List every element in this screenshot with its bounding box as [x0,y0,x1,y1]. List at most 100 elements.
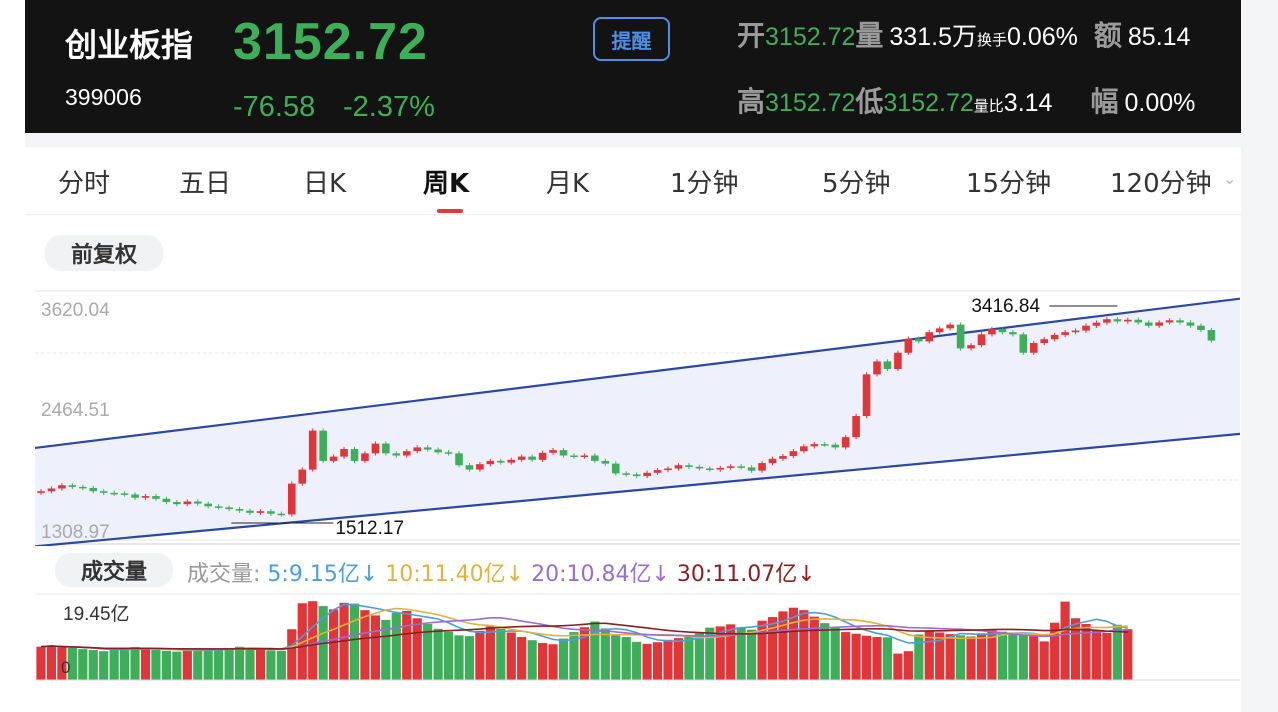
volume-bar [767,617,778,680]
volume-bar [611,634,621,680]
candle [967,345,975,349]
candle [1155,322,1163,326]
low-label: 低 [855,85,884,118]
volume-bar [684,636,694,680]
tab-120-minute[interactable]: 120分钟 [1110,169,1212,199]
volume-bar [193,649,203,680]
candle [246,510,254,513]
candle [611,463,620,474]
candle [915,338,923,342]
candle [162,498,171,503]
volume-bar [652,642,663,680]
volume-bar [736,627,746,680]
volume-bar [391,612,401,680]
y-label-top: 3620.04 [41,300,110,321]
ma30-value: 30:11.07亿↓ [676,562,816,587]
volume-bar [308,601,318,680]
volume-bar [329,609,339,680]
volume-bar [1018,635,1028,680]
candle [894,352,902,369]
candle [946,324,954,329]
volume-bar [506,632,516,680]
candle [1019,334,1028,353]
chevron-down-icon[interactable]: ⌄ [1223,171,1237,188]
candle [674,465,683,469]
candle [831,444,839,448]
volume-chart[interactable]: 19.45亿 0 [35,593,1240,688]
volume-indicator-button[interactable]: 成交量 [55,553,173,587]
volume-bar [1039,641,1049,680]
candle [1040,339,1048,344]
adjust-mode-button[interactable]: 前复权 [45,235,163,271]
candle [1092,322,1101,326]
candle [716,467,725,470]
amplitude-label: 幅 [1090,85,1119,118]
candlestick-chart[interactable]: 3620.04 2464.51 1308.97 3416.84 1512.17 [35,290,1240,546]
tab-monthly-k[interactable]: 月K [546,169,590,199]
volume-bar [245,648,255,680]
volume-bar [99,651,109,680]
volume-bar [412,618,422,680]
candle [570,455,578,458]
tab-15-minute[interactable]: 15分钟 [966,169,1052,199]
tab-weekly-k[interactable]: 周K [423,169,470,199]
volume-legend-title: 成交量: [187,562,261,587]
tab-intraday[interactable]: 分时 [58,169,111,199]
candle [883,361,892,369]
tab-1-minute[interactable]: 1分钟 [670,169,739,199]
candle [1134,319,1143,323]
price-channel-fill [35,298,1240,546]
volume-bar [1008,633,1018,680]
candle [497,460,505,463]
candle [789,451,798,457]
amount-label: 额 [1093,19,1122,52]
volume-bar [757,620,767,680]
volume-bar [370,615,380,680]
volume-bar [632,641,642,680]
volume-bar [454,635,464,680]
candle [173,502,181,505]
candle [695,466,704,469]
volume-bar [1091,630,1102,680]
candle [1071,330,1080,333]
candle [79,486,87,489]
tab-five-day[interactable]: 五日 [179,169,232,199]
volume-value: 331.5万 [889,23,977,51]
channel-upper-line [35,297,1240,450]
volume-bar [882,637,893,680]
volume-bar [46,645,57,680]
volume-bar [161,650,171,680]
tab-daily-k[interactable]: 日K [303,169,347,199]
volume-bar [120,648,130,680]
candle [319,430,327,461]
tab-5-minute[interactable]: 5分钟 [822,169,891,199]
active-tab-indicator [437,209,463,213]
volume-bar [820,623,830,680]
volume-bar [579,627,589,680]
volume-bar [78,649,88,680]
candle [402,451,411,456]
volume-bar [182,650,192,680]
candle [1197,325,1205,331]
amplitude-value: 0.00% [1124,89,1196,117]
candle [308,430,317,470]
candle [810,444,819,447]
last-price: 3152.72 [233,13,428,71]
candle [977,334,986,346]
remind-button[interactable]: 提醒 [593,17,670,61]
index-name: 创业板指 [65,26,194,64]
candle [935,328,944,333]
candle [706,468,714,470]
candle [988,328,996,335]
candle [1029,343,1038,353]
candle [434,449,442,453]
candle [204,503,212,507]
open-value: 3152.72 [765,23,856,51]
min-value-label: 1512.17 [335,518,404,539]
candle [580,455,589,458]
candle [820,444,829,446]
candle [444,452,453,454]
volume-bar [140,648,151,680]
candle [1050,334,1059,340]
candle [622,473,630,475]
